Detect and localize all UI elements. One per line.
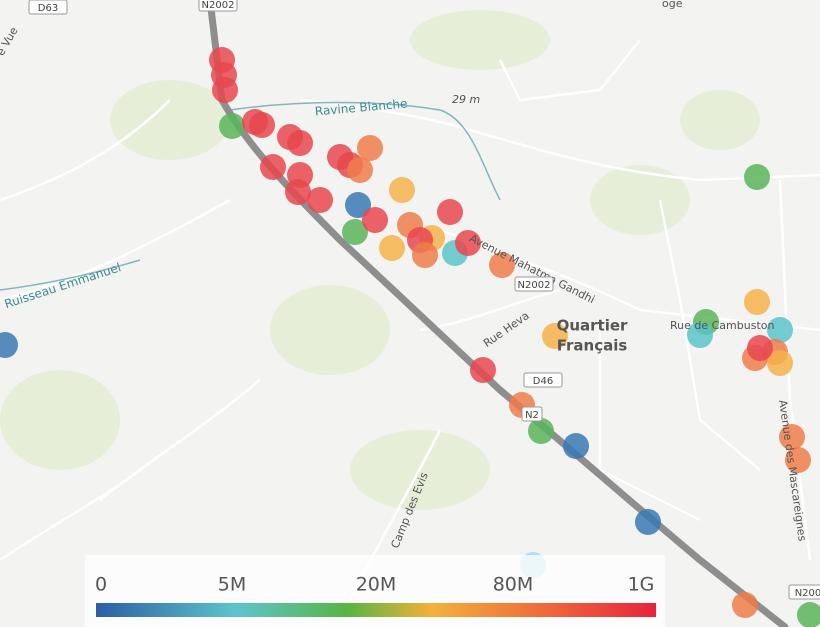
legend-label: 1G: [628, 574, 655, 596]
point: [285, 179, 311, 205]
river: [0, 259, 141, 291]
point: [455, 230, 481, 256]
point: [379, 235, 405, 261]
point: [260, 154, 286, 180]
place-label: Français: [557, 337, 628, 355]
point: [362, 207, 388, 233]
legend-label: 80M: [493, 574, 534, 596]
point: [489, 252, 515, 278]
point: [470, 357, 496, 383]
point: [357, 135, 383, 161]
point: [307, 187, 333, 213]
point: [0, 332, 18, 358]
road-shield: [521, 406, 543, 422]
road-shield: [788, 584, 820, 600]
legend-label: 5M: [218, 574, 246, 596]
road-shield: [28, 0, 68, 15]
point: [563, 433, 589, 459]
road-label: D63: [38, 3, 58, 14]
point: [797, 602, 820, 627]
point: [342, 219, 368, 245]
point: [412, 242, 438, 268]
road-shield: [198, 0, 238, 12]
points: [0, 47, 820, 627]
river: [229, 101, 501, 201]
point: [767, 350, 793, 376]
place-label: Rue de Cambuston: [670, 319, 774, 332]
point: [542, 323, 568, 349]
point: [744, 289, 770, 315]
legend-label: 20M: [356, 574, 397, 596]
point: [347, 157, 373, 183]
point: [732, 592, 758, 618]
point: [528, 418, 554, 444]
point: [437, 199, 463, 225]
point: [212, 77, 238, 103]
legend-label: 0: [95, 574, 107, 596]
road-label: D46: [533, 376, 553, 387]
place-label: 29 m: [452, 93, 480, 106]
vegetation: [0, 10, 760, 510]
point: [779, 424, 805, 450]
point: [785, 447, 811, 473]
place-label: Quartier: [557, 317, 628, 335]
point: [287, 130, 313, 156]
road-label: N200: [795, 588, 820, 599]
road-shield: [514, 276, 554, 292]
point: [744, 164, 770, 190]
road-label: N2002: [518, 280, 551, 291]
road-label: N2: [525, 410, 539, 421]
legend-colorbar: [96, 603, 656, 617]
road-shields: D63 N2002 N2002 N2 D46 N200: [28, 0, 820, 600]
road-label: N2002: [202, 0, 235, 11]
point: [249, 112, 275, 138]
point: [345, 192, 371, 218]
point: [687, 322, 713, 348]
road-shield: [523, 372, 563, 388]
point: [747, 335, 773, 361]
point: [389, 177, 415, 203]
point: [219, 113, 245, 139]
place-label: oge: [662, 0, 683, 10]
point: [635, 509, 661, 535]
legend: 0 5M 20M 80M 1G: [95, 574, 654, 596]
point: [767, 317, 793, 343]
